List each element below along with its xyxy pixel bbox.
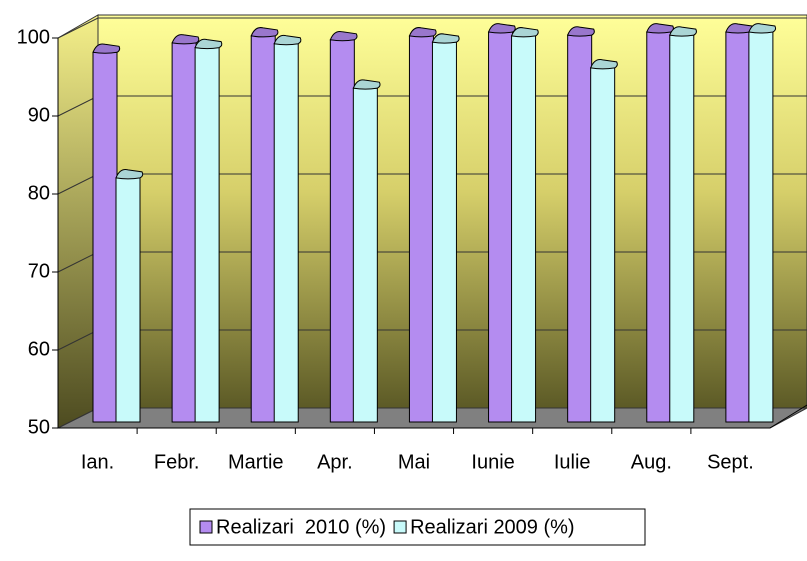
y-tick-label: 70 <box>28 260 50 282</box>
bar <box>329 39 355 423</box>
bar-top <box>510 27 539 38</box>
bar <box>352 87 378 423</box>
legend-swatch <box>199 520 213 534</box>
bar-top <box>669 26 697 37</box>
bar-top <box>566 26 595 37</box>
bar <box>748 31 774 423</box>
bar <box>250 35 276 423</box>
bar <box>194 47 220 423</box>
bar <box>171 42 197 423</box>
bar <box>511 35 537 423</box>
bar <box>646 31 672 423</box>
bar <box>273 43 299 423</box>
bar-top <box>408 27 437 38</box>
legend-label: Realizari 2009 (%) <box>410 516 575 538</box>
grid-line <box>57 17 807 39</box>
legend-label: Realizari 2010 (%) <box>216 516 386 538</box>
bar <box>590 67 616 423</box>
x-tick-label: Sept. <box>707 451 754 473</box>
x-tick-label: Apr. <box>317 451 353 473</box>
y-tick-label: 90 <box>28 104 50 126</box>
x-tick-label: Martie <box>228 451 284 473</box>
x-tick-label: Iunie <box>471 451 514 473</box>
y-tick-label: 60 <box>28 338 50 360</box>
x-tick-label: Febr. <box>154 451 200 473</box>
x-tick-label: Iulie <box>554 451 591 473</box>
bar-top <box>273 34 302 46</box>
y-tick-label: 100 <box>17 26 50 48</box>
bar <box>669 34 695 423</box>
bar <box>567 34 593 423</box>
bar-top <box>250 27 279 38</box>
x-tick-label: Mai <box>398 451 430 473</box>
bar-top <box>487 23 516 34</box>
bar <box>431 41 457 423</box>
bar <box>115 177 141 423</box>
bar-top <box>589 59 618 70</box>
bar-top <box>329 30 358 42</box>
bar-top <box>352 79 381 90</box>
x-tick-label: Aug. <box>631 451 672 473</box>
floor-edge <box>769 404 807 429</box>
y-tick-label: 50 <box>28 416 50 438</box>
x-tick-label: Ian. <box>81 451 114 473</box>
y-tick-label: 80 <box>28 182 50 204</box>
bar-top <box>115 169 144 180</box>
bar <box>725 31 751 423</box>
bar-top <box>92 43 121 54</box>
side-wall <box>57 14 99 429</box>
bar <box>92 51 118 423</box>
bar <box>488 31 514 423</box>
legend <box>189 508 646 546</box>
bar-top <box>431 33 460 44</box>
bar-top <box>171 34 200 45</box>
bar-top <box>194 38 223 50</box>
bar-top <box>748 23 777 34</box>
legend-swatch <box>393 520 407 534</box>
bar <box>408 35 434 423</box>
